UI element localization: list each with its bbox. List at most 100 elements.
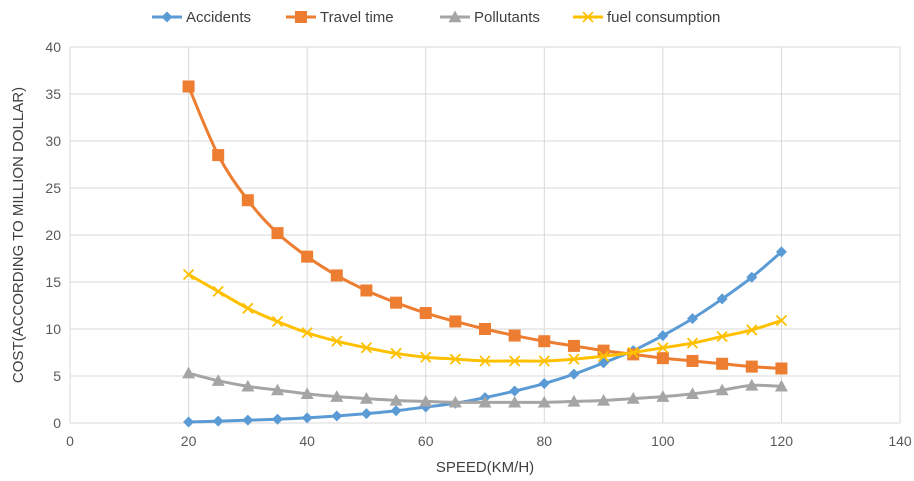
data-point-travel-time <box>449 315 462 328</box>
data-point-travel-time <box>508 329 521 342</box>
data-point-fuel-consumption-stroke <box>182 268 195 281</box>
y-tick-label: 0 <box>53 415 61 431</box>
legend-label: fuel consumption <box>607 9 720 26</box>
data-point-fuel-consumption <box>479 355 491 367</box>
data-point-fuel-consumption-stroke <box>420 351 432 363</box>
data-point-fuel-consumption-stroke <box>360 342 373 354</box>
data-point-fuel-consumption-stroke <box>775 314 788 327</box>
data-point-fuel-consumption <box>182 268 195 281</box>
series-layer <box>182 80 788 428</box>
data-point-pollutants <box>478 395 492 408</box>
data-point-pollutants <box>211 374 225 386</box>
data-point-fuel-consumption-stroke <box>509 355 521 367</box>
data-point-fuel-consumption-stroke <box>568 353 580 365</box>
legend: Accidents Travel time Pollutants fuel consu… <box>152 9 720 26</box>
legend-label: Travel time <box>320 9 394 26</box>
data-point-travel-time <box>419 307 432 320</box>
data-point-accidents <box>212 415 224 427</box>
data-point-fuel-consumption-stroke <box>212 285 224 298</box>
legend-swatch-marker <box>161 11 173 23</box>
data-point-fuel-consumption-stroke <box>538 355 550 367</box>
legend-swatch-marker <box>582 11 594 23</box>
data-point-fuel-consumption <box>242 302 254 314</box>
data-point-fuel-consumption-stroke <box>657 342 669 354</box>
data-point-fuel-consumption-stroke <box>479 355 491 367</box>
y-tick-label: 15 <box>45 274 61 290</box>
data-point-fuel-consumption <box>627 346 639 359</box>
data-point-fuel-consumption <box>775 314 788 327</box>
data-point-pollutants <box>774 379 788 392</box>
data-point-travel-time <box>330 269 343 282</box>
data-point-accidents <box>301 412 313 424</box>
legend-item-accidents: Accidents <box>152 9 251 26</box>
data-point-travel-time <box>716 357 729 370</box>
data-point-fuel-consumption <box>301 327 313 339</box>
y-tick-label: 30 <box>45 133 61 149</box>
data-point-fuel-consumption-stroke <box>301 327 313 339</box>
y-axis-title: COST(ACCORDING TO MILLION DOLLAR) <box>10 87 27 383</box>
data-point-fuel-consumption <box>597 350 610 362</box>
data-point-accidents <box>775 246 787 258</box>
data-point-travel-time <box>656 352 669 365</box>
legend-item-fuel-consumption: fuel consumption <box>573 9 720 26</box>
data-point-fuel-consumption-stroke <box>449 353 461 365</box>
data-point-travel-time <box>212 149 225 162</box>
series-travel-time <box>182 80 788 375</box>
legend-swatch-marker <box>448 10 462 23</box>
x-axis-title: SPEED(KM/H) <box>436 459 534 476</box>
data-point-pollutants <box>271 383 284 396</box>
data-point-pollutants <box>300 387 314 400</box>
data-point-fuel-consumption-stroke <box>716 330 728 343</box>
data-point-accidents <box>716 293 728 305</box>
data-point-pollutants <box>626 392 640 404</box>
data-point-fuel-consumption <box>657 342 669 354</box>
y-tick-label: 40 <box>45 39 61 55</box>
data-point-fuel-consumption <box>331 335 343 347</box>
data-point-accidents <box>509 385 521 397</box>
x-tick-label: 40 <box>299 433 315 449</box>
axes: 0 5 10 15 20 25 30 35 40 0 20 40 60 80 100 120 140 <box>45 39 911 449</box>
data-point-pollutants <box>359 392 373 404</box>
data-point-fuel-consumption <box>449 353 461 365</box>
data-point-accidents <box>657 330 669 342</box>
data-point-fuel-consumption-stroke <box>686 337 699 349</box>
x-tick-label: 0 <box>66 433 74 449</box>
data-point-travel-time <box>479 323 491 335</box>
data-point-fuel-consumption <box>686 337 699 349</box>
legend-label: Pollutants <box>474 9 540 26</box>
data-point-travel-time <box>241 194 254 207</box>
x-tick-label: 20 <box>181 433 197 449</box>
data-point-travel-time <box>301 250 314 263</box>
legend-swatch-marker <box>295 11 307 23</box>
data-point-fuel-consumption-stroke <box>271 315 284 328</box>
x-tick-label: 100 <box>651 433 675 449</box>
data-point-pollutants <box>508 395 522 408</box>
data-point-pollutants <box>597 393 611 406</box>
data-point-pollutants <box>419 394 433 407</box>
data-point-fuel-consumption <box>390 347 402 360</box>
data-point-fuel-consumption <box>360 342 373 354</box>
data-point-accidents <box>746 271 758 283</box>
y-tick-label: 35 <box>45 86 61 102</box>
legend-swatch-marker-stroke <box>582 11 594 23</box>
data-point-travel-time <box>538 335 551 348</box>
data-point-pollutants <box>389 393 403 406</box>
data-point-fuel-consumption <box>271 315 284 328</box>
data-point-pollutants <box>656 390 670 402</box>
series-fuel-consumption <box>182 268 788 367</box>
data-point-fuel-consumption-stroke <box>627 346 639 359</box>
y-tick-label: 10 <box>45 321 61 337</box>
data-point-accidents <box>331 410 343 422</box>
legend-item-pollutants: Pollutants <box>440 9 540 26</box>
data-point-fuel-consumption-stroke <box>597 350 610 362</box>
legend-label: Accidents <box>186 9 251 26</box>
data-point-fuel-consumption <box>568 353 580 365</box>
data-point-travel-time <box>567 339 580 352</box>
data-point-fuel-consumption-stroke <box>746 324 758 336</box>
y-tick-label: 25 <box>45 180 61 196</box>
data-point-accidents <box>272 413 283 425</box>
x-tick-label: 60 <box>418 433 434 449</box>
data-point-pollutants <box>182 366 196 379</box>
data-point-fuel-consumption <box>746 324 758 336</box>
